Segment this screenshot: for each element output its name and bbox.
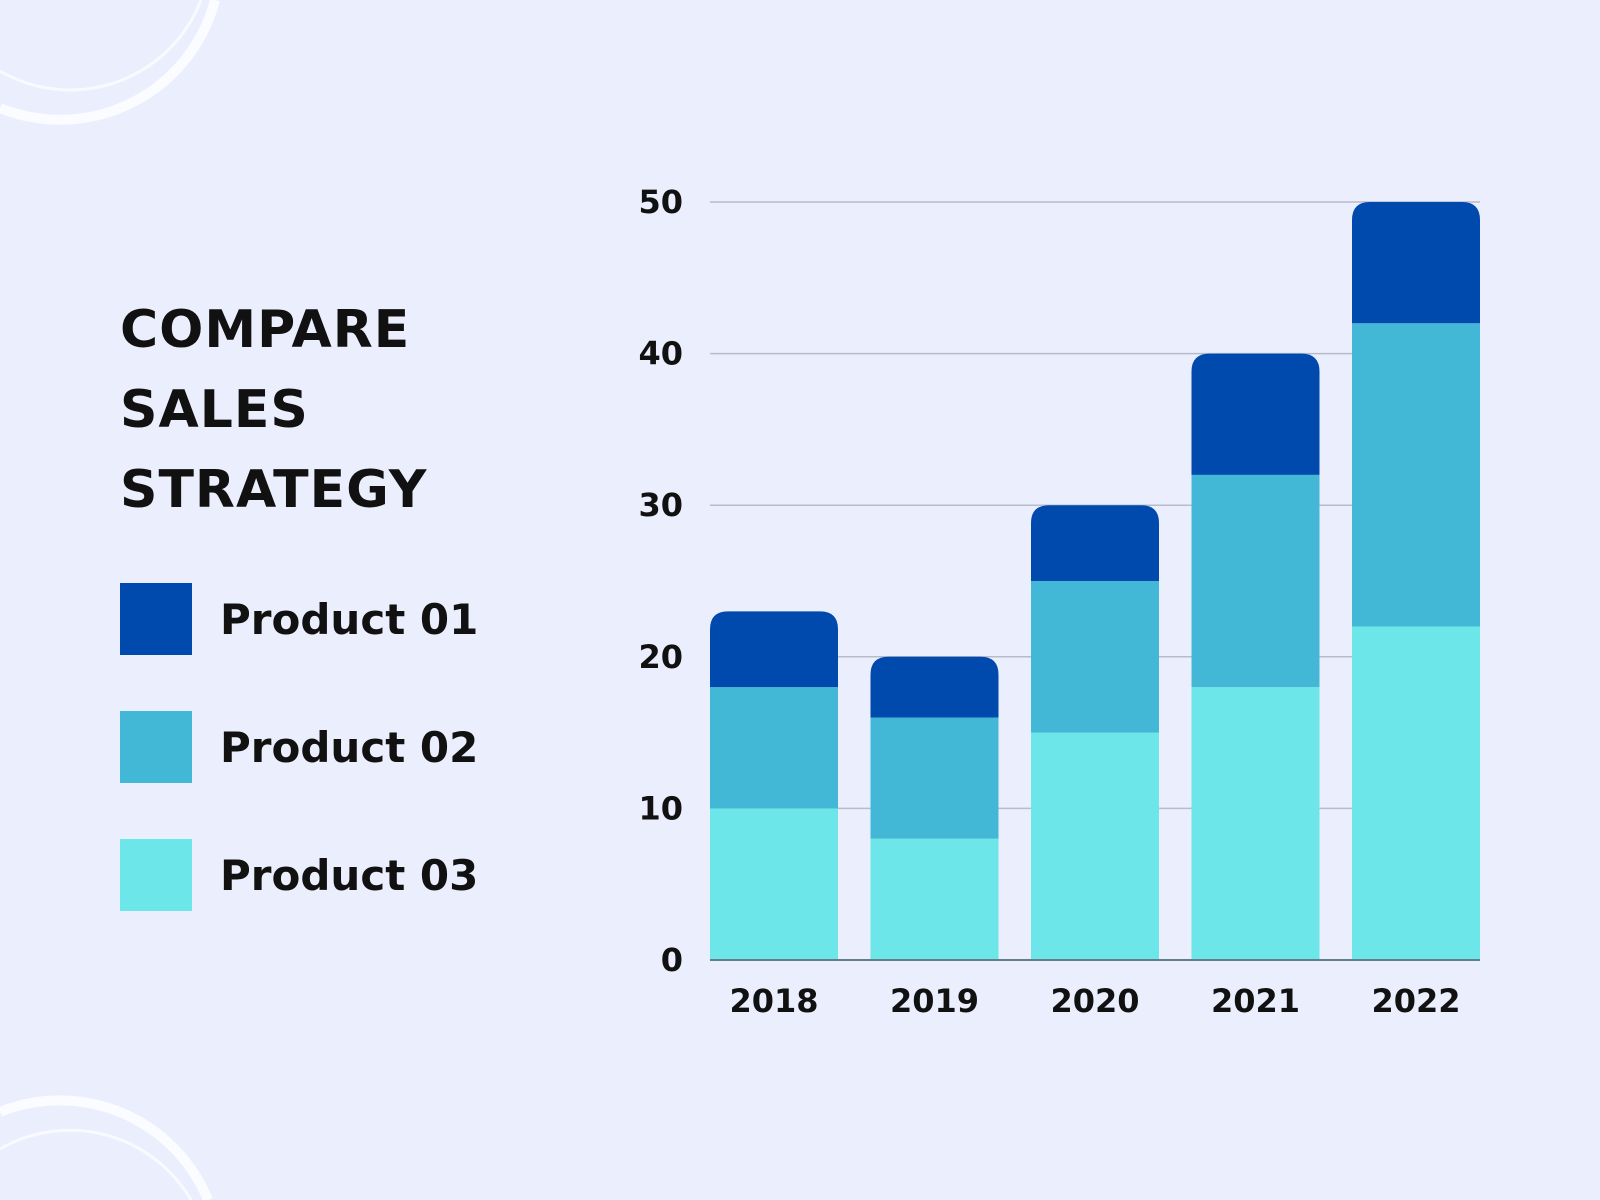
legend-label: Product 03 [220,850,479,900]
y-tick-label: 30 [638,486,683,524]
x-tick-label: 2021 [1211,982,1300,1020]
bar-segment [710,611,838,688]
legend-item: Product 01 [120,583,478,655]
bar-segment [870,656,999,718]
y-tick-label: 20 [638,638,683,676]
y-tick-label: 10 [638,789,683,827]
page-title: COMPARE SALES STRATEGY [120,290,427,530]
bar-segment [1031,505,1159,581]
x-tick-label: 2022 [1371,982,1460,1020]
bar-segment [1352,323,1480,627]
legend-item: Product 03 [120,839,478,911]
bar-segment [1191,687,1320,960]
bar-segment [1191,353,1320,475]
title-line: SALES [120,380,309,440]
bar-segment [710,687,838,809]
title-line: STRATEGY [120,460,428,520]
bar-segment [1352,626,1480,960]
legend-swatch [120,583,192,655]
bar-segment [1031,581,1159,733]
legend-swatch [120,711,192,783]
y-tick-label: 0 [661,941,683,979]
decorative-circle-bottom [0,1095,213,1200]
bar-segment [710,808,838,960]
x-tick-label: 2019 [890,982,979,1020]
bar-segment [870,717,999,839]
legend-swatch [120,839,192,911]
bar-segment [1352,202,1480,324]
legend-label: Product 02 [220,722,479,772]
bar-segment [1031,732,1159,960]
decorative-circle-top [0,0,220,125]
bar-segment [870,838,999,960]
bar-segment [1191,474,1320,688]
title-line: COMPARE [120,300,411,360]
legend-label: Product 01 [220,594,479,644]
y-tick-label: 50 [638,183,683,221]
legend: Product 01 Product 02 Product 03 [120,583,478,967]
y-tick-label: 40 [638,335,683,373]
x-tick-label: 2018 [729,982,818,1020]
legend-item: Product 02 [120,711,478,783]
x-tick-label: 2020 [1050,982,1139,1020]
